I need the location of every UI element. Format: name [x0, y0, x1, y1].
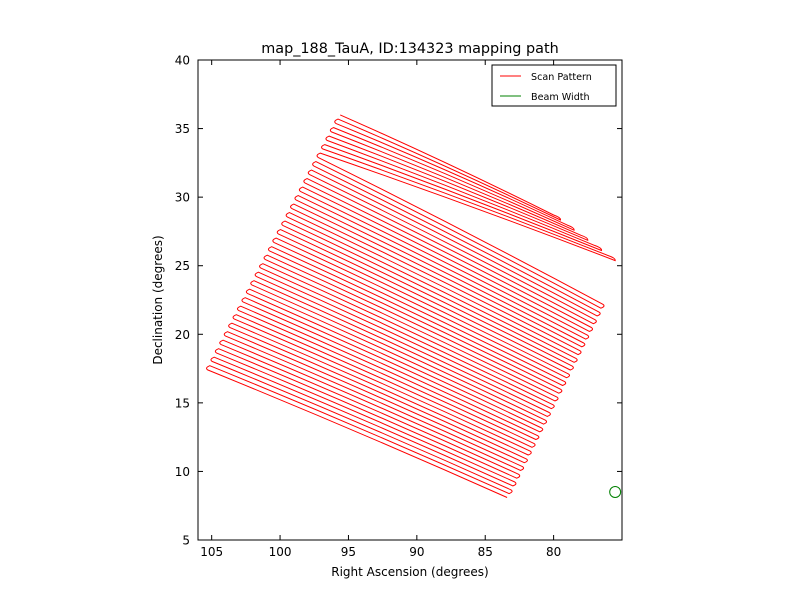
legend-box [491, 64, 617, 107]
plot-area [198, 60, 622, 540]
legend-scan-pattern-label: Scan Pattern [531, 72, 592, 83]
y-tick-label: 10 [175, 465, 190, 479]
x-tick-label: 85 [478, 545, 493, 559]
beam-width-circle [609, 486, 622, 498]
y-tick-label: 30 [175, 191, 190, 205]
x-tick-label: 105 [200, 545, 223, 559]
x-tick-label: 80 [546, 545, 561, 559]
x-tick-label: 95 [341, 545, 356, 559]
y-tick-label: 15 [175, 396, 190, 410]
y-tick-label: 35 [175, 122, 190, 136]
y-axis-ticks: 5 10 15 20 25 30 35 40 [175, 54, 622, 548]
plot-frame [197, 59, 623, 541]
scan-pattern-line [206, 114, 616, 498]
y-tick-label: 5 [182, 534, 190, 548]
x-tick-label: 90 [409, 545, 424, 559]
y-axis-label: Declination (degrees) [151, 235, 165, 364]
x-axis-ticks: 105 100 95 90 85 80 [200, 60, 561, 559]
chart-title: map_188_TauA, ID:134323 mapping path [261, 41, 559, 57]
x-tick-label: 100 [269, 545, 292, 559]
legend: Scan Pattern Beam Width [491, 64, 617, 107]
scan-pattern-series [206, 114, 616, 498]
legend-beam-width-label: Beam Width [531, 92, 590, 103]
beam-width-series [609, 486, 622, 498]
y-tick-label: 25 [175, 259, 190, 273]
y-tick-label: 40 [175, 54, 190, 68]
x-axis-label: Right Ascension (degrees) [331, 565, 488, 579]
y-tick-label: 20 [175, 328, 190, 342]
